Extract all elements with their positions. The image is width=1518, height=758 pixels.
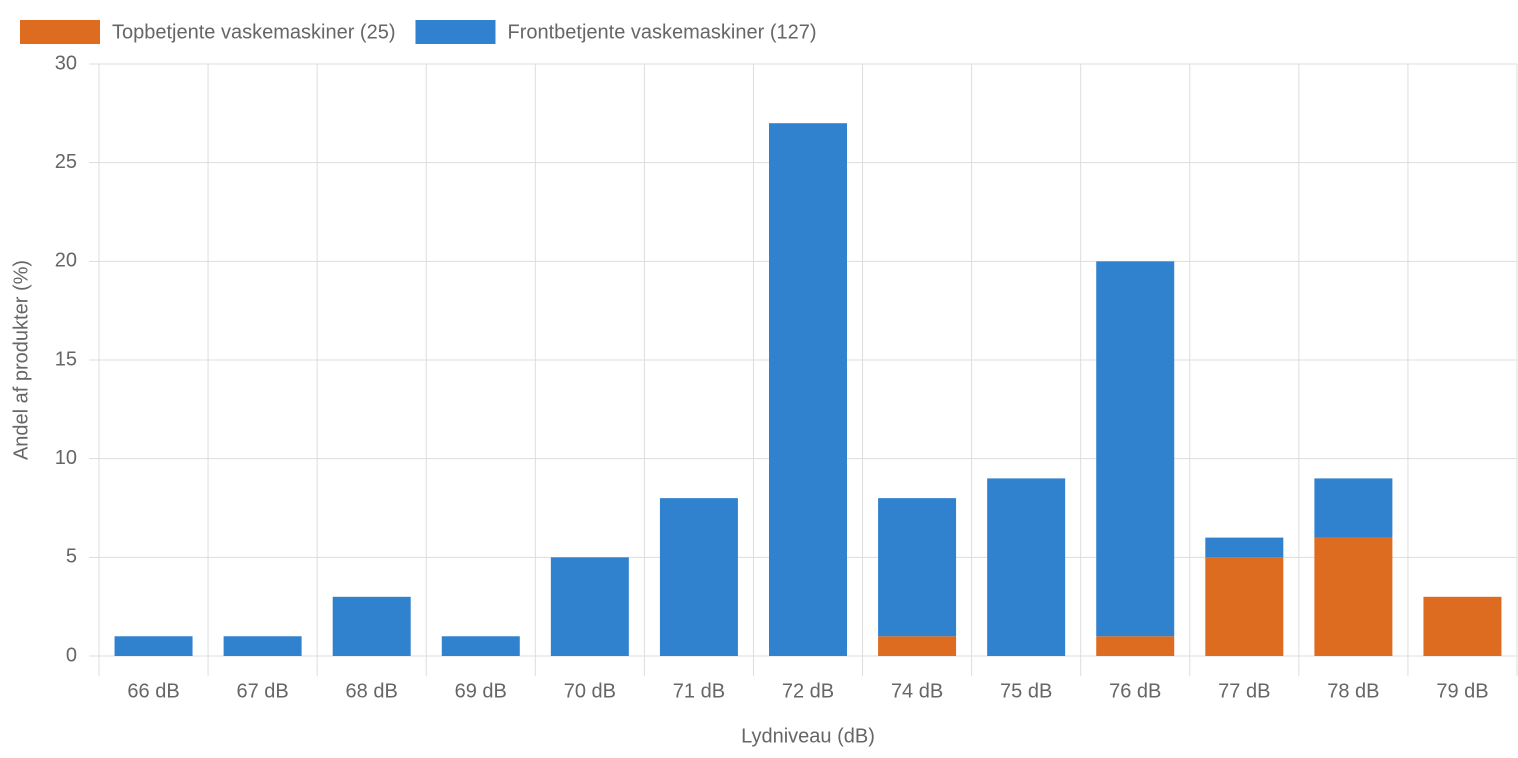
bar-segment — [1096, 261, 1175, 637]
x-tick-label: 78 dB — [1327, 680, 1379, 702]
y-tick-label: 10 — [55, 447, 77, 469]
legend-swatch — [415, 20, 496, 44]
bar-segment — [878, 636, 957, 656]
y-tick-label: 15 — [55, 348, 77, 370]
bar-segment — [1423, 596, 1502, 656]
bar-segment — [1314, 537, 1393, 656]
bar-segment — [1205, 537, 1284, 558]
y-tick-label: 25 — [55, 151, 77, 173]
bar-segment — [987, 478, 1066, 656]
bar-segment — [332, 596, 411, 656]
x-tick-label: 66 dB — [127, 680, 179, 702]
y-tick-label: 20 — [55, 250, 77, 272]
bar-segment — [659, 498, 738, 656]
x-tick-label: 79 dB — [1436, 680, 1488, 702]
x-tick-label: 68 dB — [346, 680, 398, 702]
bar-segment — [1205, 557, 1284, 656]
legend-label: Frontbetjente vaskemaskiner (127) — [507, 21, 816, 43]
y-tick-label: 5 — [66, 546, 77, 568]
bar-segment — [223, 636, 302, 656]
legend-swatch — [20, 20, 100, 44]
bar-segment — [878, 498, 957, 637]
x-tick-label: 74 dB — [891, 680, 943, 702]
x-tick-label: 75 dB — [1000, 680, 1052, 702]
y-axis-title: Andel af produkter (%) — [10, 260, 32, 460]
y-tick-label: 0 — [66, 644, 77, 666]
x-tick-label: 69 dB — [455, 680, 507, 702]
bar-segment — [1314, 478, 1393, 538]
x-tick-label: 77 dB — [1218, 680, 1270, 702]
x-tick-label: 70 dB — [564, 680, 616, 702]
bar-segment — [550, 557, 629, 656]
bar-segment — [114, 636, 193, 656]
x-tick-label: 72 dB — [782, 680, 834, 702]
bar-segment — [441, 636, 520, 656]
x-tick-label: 76 dB — [1109, 680, 1161, 702]
x-axis-title: Lydniveau (dB) — [741, 725, 875, 747]
x-tick-label: 71 dB — [673, 680, 725, 702]
x-tick-label: 67 dB — [236, 680, 288, 702]
legend-label: Topbetjente vaskemaskiner (25) — [112, 21, 395, 43]
bar-segment — [769, 123, 847, 656]
bar-segment — [1096, 636, 1175, 656]
y-tick-label: 30 — [55, 52, 77, 74]
